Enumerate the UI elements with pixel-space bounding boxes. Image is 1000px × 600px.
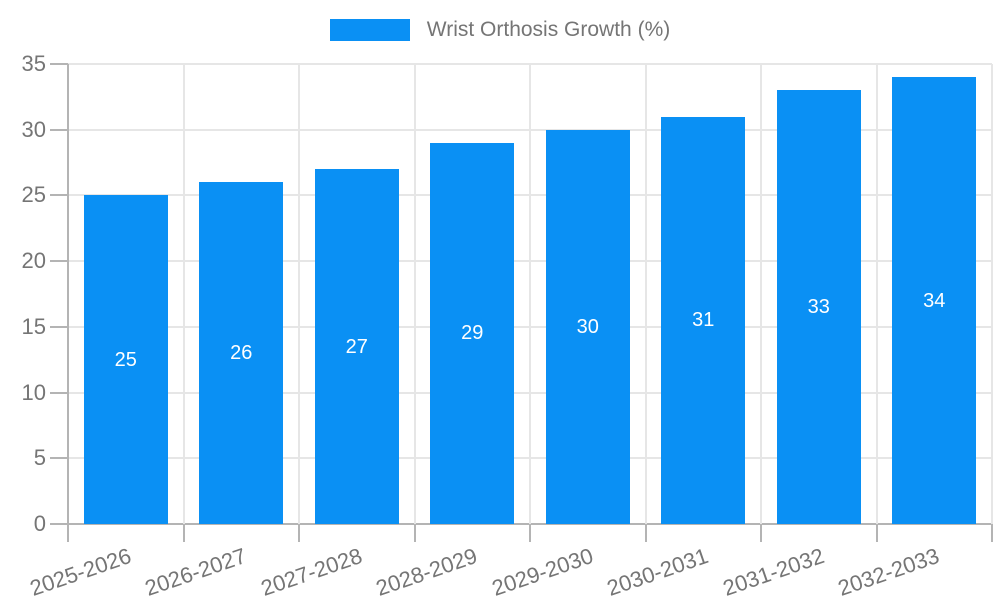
y-tick-mark [50, 391, 68, 394]
y-tick-label: 20 [21, 248, 46, 274]
y-tick-label: 15 [21, 313, 46, 339]
gridline-vertical [298, 64, 300, 524]
bar [83, 195, 168, 524]
x-tick-mark [182, 524, 185, 542]
x-tick-label-text: 2030-2031 [603, 543, 712, 600]
y-axis-line [67, 64, 69, 542]
y-tick-mark [50, 457, 68, 460]
bar-value-label: 33 [807, 296, 830, 319]
y-tick-label: 25 [21, 182, 46, 208]
x-tick-mark [529, 524, 531, 542]
gridline-vertical [760, 64, 762, 524]
bar-value-label: 29 [461, 322, 484, 345]
gridline-vertical [644, 64, 647, 524]
bar [892, 77, 977, 524]
y-tick-label: 35 [21, 51, 46, 76]
bar [545, 129, 630, 524]
bar-value-label: 25 [114, 348, 137, 371]
bar [430, 142, 515, 524]
x-tick-mark [875, 524, 878, 542]
x-tick-label-text: 2032-2033 [834, 543, 943, 600]
gridline-vertical [182, 64, 185, 524]
y-tick-mark [50, 63, 68, 65]
x-tick-mark [760, 524, 762, 542]
gridline-vertical [875, 64, 878, 524]
bar-value-label: 26 [230, 342, 253, 365]
bar-value-label: 34 [923, 289, 946, 312]
bar [314, 169, 399, 524]
x-tick-label-text: 2026-2027 [141, 543, 250, 600]
legend-swatch [329, 19, 410, 41]
x-tick-mark [991, 524, 993, 542]
y-tick-label: 0 [33, 511, 46, 536]
legend: Wrist Orthosis Growth (%) [0, 18, 1000, 42]
gridline-vertical [529, 64, 531, 524]
y-tick-mark [50, 194, 68, 197]
x-tick-label-text: 2029-2030 [488, 543, 596, 600]
x-tick-mark [413, 524, 416, 542]
legend-label: Wrist Orthosis Growth (%) [426, 18, 671, 41]
x-tick-label-text: 2025-2026 [26, 543, 134, 600]
y-tick-mark [50, 260, 68, 263]
bar [661, 116, 746, 524]
bar-value-label: 30 [576, 315, 599, 338]
gridline-vertical [413, 64, 416, 524]
y-tick-label: 10 [21, 379, 46, 405]
bar-value-label: 27 [345, 335, 368, 358]
x-tick-label-text: 2028-2029 [372, 543, 481, 600]
bar-value-label: 31 [692, 309, 715, 332]
y-tick-label: 30 [21, 116, 46, 142]
gridline-vertical [991, 64, 993, 524]
y-tick-mark [50, 325, 68, 328]
x-tick-mark [644, 524, 647, 542]
x-tick-label-text: 2027-2028 [257, 543, 365, 600]
y-tick-label: 5 [33, 445, 46, 471]
y-tick-mark [50, 523, 68, 525]
x-tick-mark [298, 524, 300, 542]
y-tick-mark [50, 128, 68, 131]
x-tick-label-text: 2031-2032 [719, 543, 827, 600]
bar [199, 182, 284, 524]
bar [776, 90, 861, 524]
